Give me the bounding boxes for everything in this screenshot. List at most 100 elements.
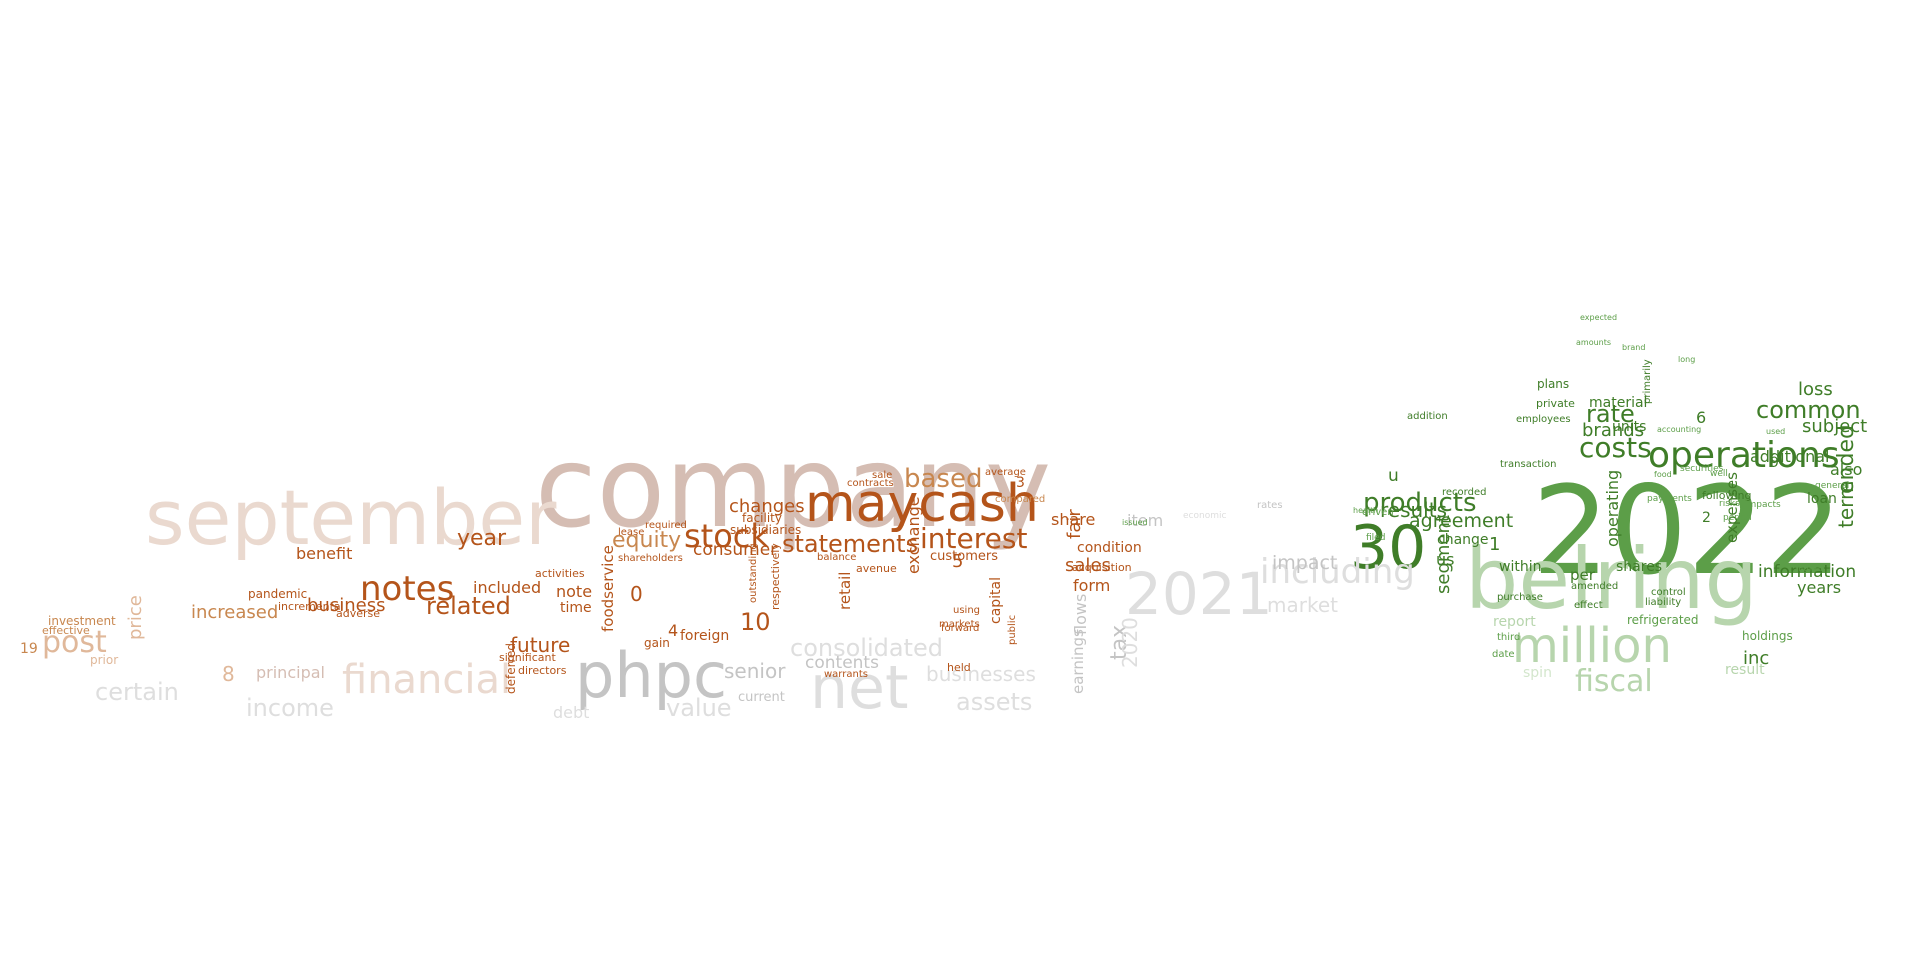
- word-operations: operations: [1648, 435, 1840, 476]
- word-financial: financial: [342, 657, 512, 703]
- word-related: related: [426, 592, 511, 620]
- word-company: company: [535, 423, 1052, 553]
- word-costs: costs: [1579, 431, 1652, 464]
- word-including: including: [1260, 552, 1415, 592]
- word-future: future: [510, 633, 571, 657]
- word-3: 3: [1016, 475, 1025, 491]
- word-filed: filed: [1366, 533, 1386, 543]
- word-customers: customers: [930, 549, 998, 564]
- word-capital: capital: [988, 576, 1004, 624]
- word-recorded: recorded: [1442, 487, 1487, 498]
- word-employees: employees: [1516, 414, 1571, 425]
- word-benefit: benefit: [296, 544, 353, 563]
- word-foodservice: foodservice: [599, 545, 617, 632]
- word-current: current: [738, 690, 785, 705]
- word-sales: sales: [1065, 555, 1111, 576]
- word-directors: directors: [518, 664, 567, 677]
- word-held: held: [947, 661, 971, 674]
- word-markets: markets: [939, 619, 980, 630]
- word-time: time: [560, 600, 592, 616]
- word-spin: spin: [1523, 665, 1552, 681]
- word-based: based: [904, 464, 983, 494]
- word-well: well: [1710, 469, 1728, 479]
- word-change: change: [1437, 532, 1489, 548]
- word-changes: changes: [729, 496, 805, 517]
- word-consumer: consumer: [693, 540, 778, 560]
- word-agreement: agreement: [1409, 510, 1514, 532]
- word-addition: addition: [1407, 411, 1448, 422]
- word-incremental: incremental: [278, 600, 344, 613]
- word-acquisition: acquisition: [1072, 561, 1132, 574]
- word-payments: payments: [1647, 494, 1692, 504]
- word-respectively: respectively: [769, 543, 782, 610]
- word-effective: effective: [42, 624, 90, 637]
- word-expected: expected: [1580, 313, 1618, 322]
- word-shareholders: shareholders: [618, 553, 683, 564]
- word-post: post: [42, 625, 107, 660]
- word-value: value: [666, 694, 732, 722]
- word-higher: higher: [1795, 564, 1824, 574]
- word-income: income: [246, 694, 334, 722]
- word-refrigerated: refrigerated: [1627, 613, 1699, 627]
- word-shares: shares: [1616, 559, 1663, 575]
- word-required: required: [645, 520, 687, 531]
- word-u: u: [1388, 466, 1399, 486]
- word-business: business: [307, 595, 386, 616]
- word-brand: brand: [1622, 343, 1646, 352]
- word-equity: equity: [612, 528, 682, 553]
- word-also: also: [1830, 460, 1863, 479]
- word-stock: stock: [684, 517, 769, 555]
- word-accounting: accounting: [1657, 425, 1702, 434]
- word-material: material: [1589, 395, 1648, 411]
- word-9: 9: [1770, 455, 1779, 471]
- word-assets: assets: [956, 688, 1033, 716]
- word-principal: principal: [256, 663, 325, 682]
- word-amounts: amounts: [1576, 338, 1612, 347]
- word-investment: investment: [48, 614, 116, 628]
- word-2020: 2020: [1118, 617, 1142, 668]
- word-balance: balance: [817, 552, 857, 563]
- word-loan: loan: [1807, 491, 1837, 507]
- word-general: general: [1815, 481, 1850, 491]
- word-additional: additional: [1750, 447, 1830, 466]
- word-results: results: [1380, 498, 1448, 522]
- word-us: us: [1436, 550, 1455, 569]
- word-consolidated: consolidated: [790, 634, 943, 662]
- word-year: year: [457, 526, 507, 551]
- word-loss: loss: [1798, 379, 1833, 400]
- word-average: average: [985, 467, 1026, 478]
- word-earnings: earnings: [1069, 629, 1087, 694]
- word-fiscal: fiscal: [1575, 664, 1653, 699]
- word-rates: rates: [1257, 500, 1283, 511]
- word-purchase: purchase: [1497, 592, 1543, 603]
- word-date: date: [1492, 649, 1515, 660]
- word-lease: lease: [618, 527, 645, 538]
- word-condition: condition: [1077, 540, 1142, 556]
- word-control: control: [1651, 587, 1686, 598]
- word-note: note: [556, 582, 593, 601]
- word-contracts: contracts: [847, 478, 894, 489]
- word-outstanding: outstanding: [748, 543, 759, 603]
- word-form: form: [1073, 576, 1111, 595]
- word-10: 10: [740, 608, 771, 636]
- word-foreign: foreign: [680, 628, 730, 644]
- word-notes: notes: [360, 569, 455, 609]
- word-gain: gain: [644, 636, 670, 650]
- word-retail: retail: [836, 571, 854, 610]
- word-4: 4: [668, 621, 679, 640]
- word-certain: certain: [95, 678, 179, 706]
- word-inc: inc: [1743, 648, 1770, 669]
- word-8: 8: [222, 662, 235, 686]
- word-19: 19: [20, 641, 38, 657]
- word-private: private: [1536, 397, 1575, 410]
- word-products: products: [1363, 488, 1477, 518]
- word-fair: fair: [1064, 509, 1085, 539]
- word-subject: subject: [1802, 416, 1868, 437]
- word-increased: increased: [191, 602, 279, 623]
- word-compared: compared: [995, 494, 1046, 505]
- word-belring: belring: [1465, 530, 1758, 628]
- word-transaction: transaction: [1500, 459, 1557, 470]
- word-risks: risks: [1719, 499, 1740, 509]
- word-5: 5: [952, 551, 964, 572]
